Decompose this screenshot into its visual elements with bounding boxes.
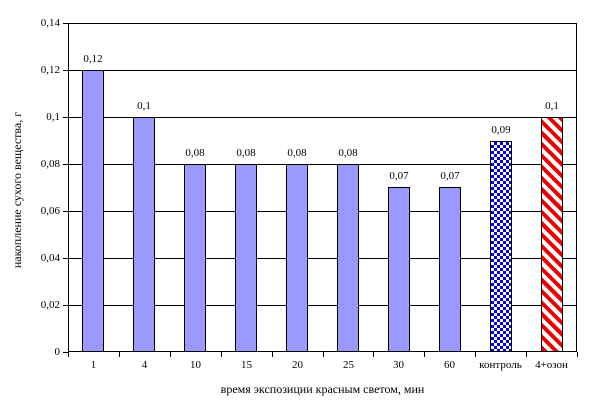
- bar-value-label: 0,1: [545, 100, 559, 112]
- category-label-20: 20: [292, 359, 303, 371]
- bar-20: [286, 164, 308, 352]
- bar-25: [337, 164, 359, 352]
- category-label-60: 60: [444, 359, 455, 371]
- gridline: [68, 211, 577, 212]
- x-axis-tick: [577, 352, 578, 357]
- bar-60: [439, 187, 461, 352]
- x-axis-tick: [68, 352, 69, 357]
- y-tick-label: 0,14: [40, 17, 60, 29]
- y-tick-label: 0,1: [46, 111, 60, 123]
- x-axis-tick: [272, 352, 273, 357]
- y-axis-title: накопление сухого вещества, г: [10, 111, 24, 269]
- bar-15: [235, 164, 257, 352]
- bar-value-label: 0,1: [137, 100, 151, 112]
- x-axis-tick: [323, 352, 324, 357]
- gridline: [68, 117, 577, 118]
- x-axis-tick: [119, 352, 120, 357]
- y-tick-label: 0: [54, 346, 61, 358]
- bar-10: [184, 164, 206, 352]
- bar-value-label: 0,12: [83, 53, 103, 65]
- y-axis-tick: [63, 23, 68, 24]
- gridline: [68, 258, 577, 259]
- x-axis-tick: [373, 352, 374, 357]
- bar-value-label: 0,07: [389, 170, 409, 182]
- bar-4+озон: [541, 117, 563, 352]
- y-axis-tick: [63, 117, 68, 118]
- category-label-1: 1: [90, 359, 97, 371]
- category-label-4: 4: [141, 359, 148, 371]
- y-tick-label: 0,04: [40, 252, 60, 264]
- bar-1: [82, 70, 104, 352]
- bar-value-label: 0,08: [236, 147, 256, 159]
- bar-value-label: 0,09: [491, 124, 511, 136]
- category-label-25: 25: [343, 359, 354, 371]
- category-label-10: 10: [190, 359, 201, 371]
- y-tick-label: 0,12: [40, 64, 60, 76]
- bar-value-label: 0,08: [185, 147, 205, 159]
- y-axis-tick: [63, 305, 68, 306]
- x-axis-tick: [424, 352, 425, 357]
- x-axis-tick: [221, 352, 222, 357]
- category-label-4+озон: 4+озон: [535, 359, 568, 371]
- x-axis-tick: [170, 352, 171, 357]
- gridline: [68, 70, 577, 71]
- y-axis-tick: [63, 352, 68, 353]
- y-axis-tick: [63, 258, 68, 259]
- x-axis-title: время экспозиции красным светом, мин: [220, 382, 425, 396]
- gridline: [68, 305, 577, 306]
- y-tick-label: 0,08: [40, 158, 60, 170]
- y-axis-tick: [63, 211, 68, 212]
- category-label-30: 30: [393, 359, 404, 371]
- x-axis-tick: [526, 352, 527, 357]
- y-tick-label: 0,06: [40, 205, 60, 217]
- x-axis-tick: [475, 352, 476, 357]
- bar-30: [388, 187, 410, 352]
- bar-value-label: 0,08: [287, 147, 307, 159]
- y-axis-tick: [63, 70, 68, 71]
- y-axis-tick: [63, 164, 68, 165]
- category-label-15: 15: [241, 359, 252, 371]
- y-tick-label: 0,02: [40, 299, 60, 311]
- bar-value-label: 0,07: [440, 170, 460, 182]
- bar-value-label: 0,08: [338, 147, 358, 159]
- category-label-контроль: контроль: [479, 359, 522, 371]
- bar-контроль: [490, 141, 512, 352]
- gridline: [68, 164, 577, 165]
- bar-4: [133, 117, 155, 352]
